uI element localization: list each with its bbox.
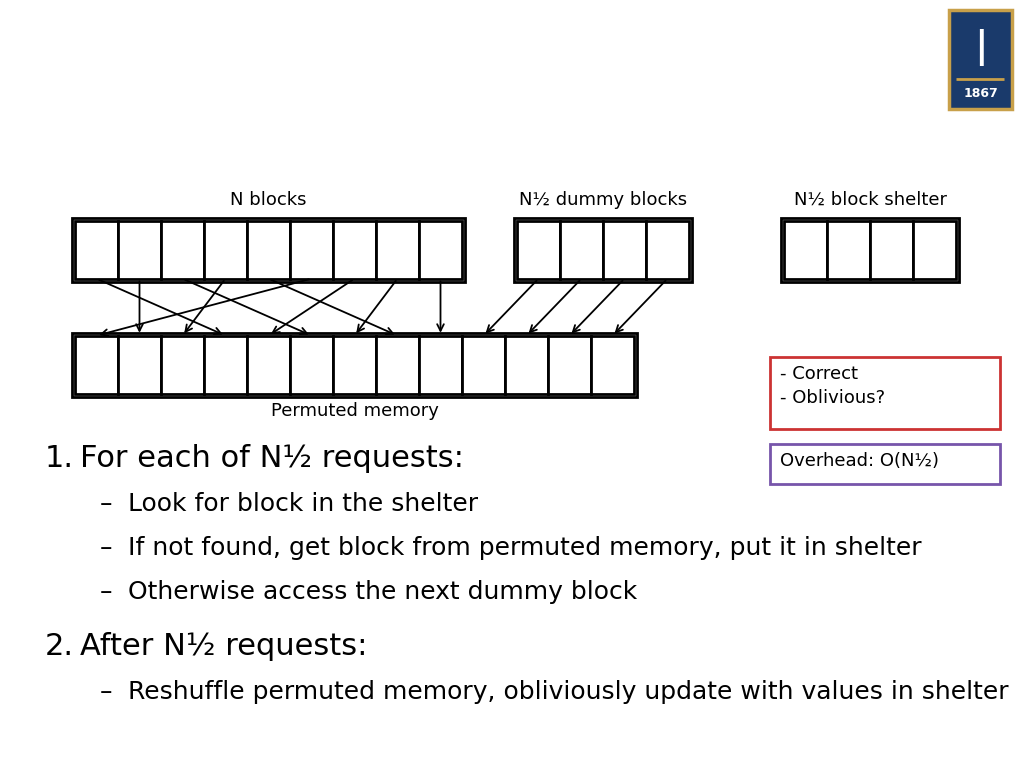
Text: 11: 11	[976, 741, 1000, 760]
Text: –: –	[100, 535, 113, 560]
Bar	[781, 217, 959, 282]
Bar	[784, 220, 827, 279]
Text: Otherwise access the next dummy block: Otherwise access the next dummy block	[128, 580, 637, 604]
Text: Overhead: O(N½): Overhead: O(N½)	[780, 452, 939, 470]
Bar	[290, 336, 333, 394]
Bar	[118, 336, 161, 394]
Bar	[118, 220, 161, 279]
Bar	[72, 217, 465, 282]
Text: –: –	[100, 492, 113, 515]
Bar	[247, 336, 290, 394]
Text: –: –	[100, 680, 113, 703]
Text: For each of N½ requests:: For each of N½ requests:	[80, 444, 464, 472]
Bar	[548, 336, 591, 394]
Text: ǀ: ǀ	[975, 28, 986, 66]
Bar	[514, 217, 692, 282]
Bar	[290, 220, 333, 279]
Bar	[870, 220, 913, 279]
Bar	[770, 444, 1000, 484]
Bar	[161, 336, 204, 394]
Text: N½ dummy blocks: N½ dummy blocks	[519, 190, 687, 209]
Bar	[75, 336, 118, 394]
Text: If not found, get block from permuted memory, put it in shelter: If not found, get block from permuted me…	[128, 535, 922, 560]
Text: 1.: 1.	[45, 444, 74, 472]
Bar	[462, 336, 505, 394]
Bar	[517, 220, 560, 279]
Bar	[204, 336, 247, 394]
Bar	[419, 220, 462, 279]
Text: –: –	[100, 580, 113, 604]
Text: 2.: 2.	[45, 631, 74, 660]
Bar	[72, 333, 637, 396]
Bar	[770, 356, 1000, 429]
Text: Oblivious RAM: Square Root Algorithm: Oblivious RAM: Square Root Algorithm	[31, 45, 721, 79]
Bar	[505, 336, 548, 394]
Text: 1867: 1867	[964, 88, 997, 100]
Bar	[333, 336, 376, 394]
Text: - Oblivious?: - Oblivious?	[780, 389, 885, 406]
Bar	[913, 220, 956, 279]
Bar	[333, 220, 376, 279]
Text: After N½ requests:: After N½ requests:	[80, 631, 368, 660]
Text: Permuted memory: Permuted memory	[270, 402, 438, 419]
Bar	[646, 220, 689, 279]
Bar	[419, 336, 462, 394]
Bar	[204, 220, 247, 279]
Text: N blocks: N blocks	[230, 190, 307, 209]
Bar	[827, 220, 870, 279]
Bar	[560, 220, 603, 279]
Bar	[376, 336, 419, 394]
Text: Look for block in the shelter: Look for block in the shelter	[128, 492, 478, 515]
Bar	[376, 220, 419, 279]
Text: N½ block shelter: N½ block shelter	[794, 190, 946, 209]
Text: - Correct: - Correct	[780, 365, 858, 382]
Bar	[75, 220, 118, 279]
Bar	[161, 220, 204, 279]
Bar	[603, 220, 646, 279]
Text: Reshuffle permuted memory, obliviously update with values in shelter: Reshuffle permuted memory, obliviously u…	[128, 680, 1009, 703]
Bar	[247, 220, 290, 279]
Bar	[591, 336, 634, 394]
